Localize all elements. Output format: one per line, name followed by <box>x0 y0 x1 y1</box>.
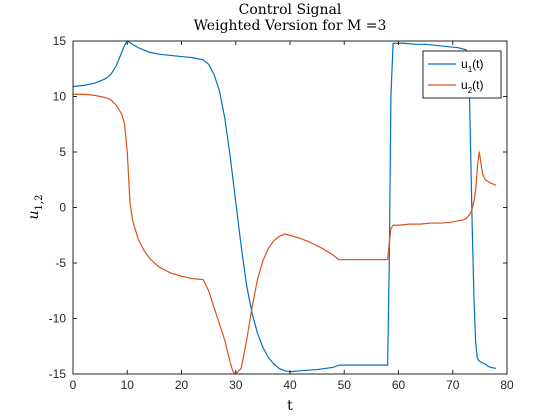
x-tick-label: 50 <box>338 378 352 392</box>
y-tick-label: 15 <box>53 34 67 48</box>
x-tick-label: 40 <box>283 378 297 392</box>
chart-title: Control Signal <box>239 2 342 18</box>
y-tick-label: -15 <box>49 367 67 381</box>
legend-box <box>422 50 502 99</box>
x-tick-label: 80 <box>500 378 514 392</box>
legend-label-u2: u2(t) <box>461 78 483 95</box>
y-tick-label: 5 <box>59 145 66 159</box>
y-tick-label: 0 <box>59 201 66 215</box>
x-tick-label: 0 <box>70 378 77 392</box>
x-tick-label: 20 <box>175 378 189 392</box>
series-line-u2 <box>73 93 497 375</box>
y-tick-label: 10 <box>53 90 67 104</box>
x-axis-label: t <box>287 398 293 414</box>
y-axis-label: u1,2 <box>26 195 45 220</box>
y-axis-label-main: u <box>26 210 42 219</box>
x-tick-label: 60 <box>392 378 406 392</box>
series-layer <box>72 40 497 375</box>
y-tick-label: -5 <box>55 256 66 270</box>
chart-subtitle: Weighted Version for M =3 <box>194 18 387 34</box>
legend-label-u1: u1(t) <box>461 57 483 74</box>
x-tick-label: 70 <box>446 378 460 392</box>
y-axis-label-sub: 1,2 <box>34 195 45 211</box>
legend: u1(t) u2(t) <box>422 50 502 99</box>
svg-text:u1,2: u1,2 <box>26 195 45 220</box>
y-tick-label: -10 <box>49 312 67 326</box>
x-tick-label: 10 <box>121 378 135 392</box>
series-line-u1 <box>72 40 497 373</box>
tick-layer: 0 10 20 30 40 50 60 70 80 -15 -10 -5 0 5 10 15 <box>49 34 514 392</box>
x-tick-label: 30 <box>229 378 243 392</box>
